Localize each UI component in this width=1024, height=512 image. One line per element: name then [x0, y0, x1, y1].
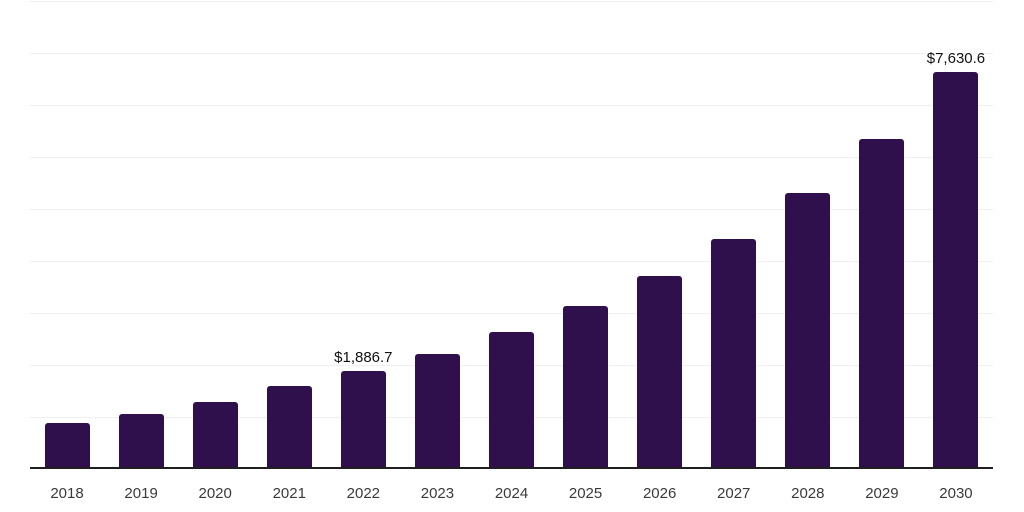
- bar-2026[interactable]: [637, 276, 683, 469]
- x-tick-label-2021: 2021: [272, 485, 306, 502]
- bar-2029[interactable]: [859, 139, 905, 469]
- gridline-7000: [30, 105, 993, 106]
- x-tick-label-2029: 2029: [865, 485, 899, 502]
- bar-2020[interactable]: [192, 401, 238, 469]
- bar-2025[interactable]: [563, 305, 609, 469]
- gridline-9000: [30, 1, 993, 2]
- gridline-4000: [30, 261, 993, 262]
- x-tick-label-2026: 2026: [642, 485, 677, 502]
- bar-2028[interactable]: [785, 193, 831, 469]
- bar-2030[interactable]: [933, 72, 979, 469]
- x-tick-label-2023: 2023: [420, 485, 455, 502]
- x-tick-label-2019: 2019: [124, 485, 158, 502]
- x-tick-label-2025: 2025: [568, 485, 603, 502]
- gridline-8000: [30, 53, 993, 54]
- bar-2022[interactable]: [340, 370, 386, 469]
- x-tick-label-2030: 2030: [939, 485, 973, 502]
- gridline-5000: [30, 209, 993, 210]
- data-label-2022: $1,886.7: [334, 348, 393, 366]
- data-label-2030: $7,630.6: [926, 50, 986, 68]
- gridline-6000: [30, 157, 993, 158]
- x-tick-label-2018: 2018: [50, 485, 84, 502]
- x-tick-label-2020: 2020: [198, 485, 232, 502]
- x-tick-label-2028: 2028: [791, 485, 825, 502]
- x-tick-label-2027: 2027: [717, 485, 751, 502]
- x-tick-label-2022: 2022: [346, 485, 381, 502]
- bar-2024[interactable]: [489, 331, 534, 469]
- bar-2027[interactable]: [711, 238, 757, 469]
- gridline-3000: [30, 313, 993, 314]
- plot-area: [30, 1, 993, 469]
- bar-2019[interactable]: [118, 413, 164, 469]
- x-tick-label-2024: 2024: [494, 485, 529, 502]
- bar-2018[interactable]: [44, 422, 90, 469]
- x-axis-line: [30, 467, 993, 469]
- bar-2021[interactable]: [266, 385, 312, 469]
- bar-2023[interactable]: [414, 354, 460, 469]
